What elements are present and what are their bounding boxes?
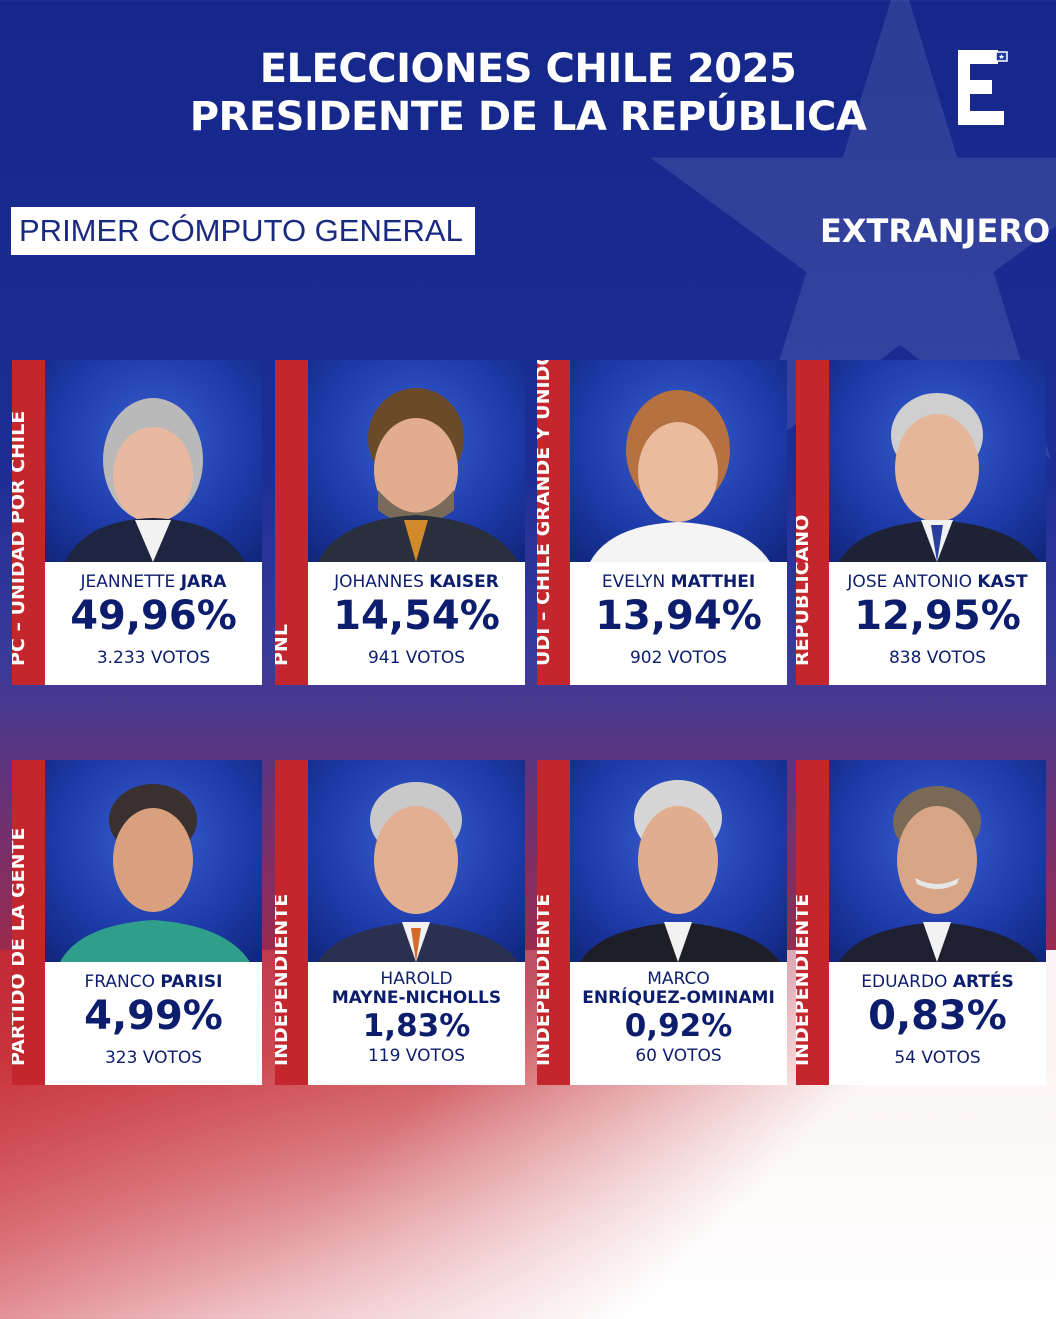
candidate-votes: 838 VOTOS [888, 648, 987, 668]
subtitle-label: PRIMER CÓMPUTO GENERAL [11, 207, 475, 255]
party-bar: INDEPENDIENTE [796, 760, 829, 1085]
candidate-card: UDI – CHILE GRANDE Y UNIDO EVELYN MATTHE… [537, 360, 787, 685]
candidate-photo [308, 760, 525, 962]
candidate-percentage: 12,95% [854, 593, 1021, 639]
party-bar: PARTIDO DE LA GENTE [12, 760, 45, 1085]
candidate-percentage: 0,83% [868, 993, 1007, 1039]
party-label: PC – UNIDAD POR CHILE [12, 410, 29, 666]
party-label: INDEPENDIENTE [275, 893, 292, 1066]
candidate-card: PNL JOHANNES KAISER 14,54% 941 VOTOS [275, 360, 525, 685]
candidate-info: JEANNETTE JARA 49,96% 3.233 VOTOS [45, 562, 262, 685]
candidate-percentage: 13,94% [595, 593, 762, 639]
candidate-photo [829, 760, 1046, 962]
candidate-card: REPUBLICANO JOSE ANTONIO KAST 12,95% 838… [796, 360, 1046, 685]
title-line-2: PRESIDENTE DE LA REPÚBLICA [189, 94, 867, 140]
brand-logo [958, 50, 1008, 125]
candidate-votes: 54 VOTOS [894, 1048, 981, 1068]
candidate-photo [570, 360, 787, 562]
party-bar: REPUBLICANO [796, 360, 829, 685]
candidate-photo [570, 760, 787, 962]
candidate-name: JEANNETTE JARA [80, 572, 227, 592]
candidate-votes: 323 VOTOS [104, 1048, 203, 1068]
candidate-card: PARTIDO DE LA GENTE FRANCO PARISI 4,99% … [12, 760, 262, 1085]
region-label: EXTRANJERO [820, 212, 1051, 250]
party-label: PNL [275, 624, 292, 666]
candidate-photo [829, 360, 1046, 562]
party-label: PARTIDO DE LA GENTE [12, 827, 29, 1066]
candidate-votes: 3.233 VOTOS [96, 648, 211, 668]
party-label: INDEPENDIENTE [796, 893, 813, 1066]
candidate-name: EVELYN MATTHEI [601, 572, 756, 592]
candidate-info: FRANCO PARISI 4,99% 323 VOTOS [45, 962, 262, 1085]
party-bar: UDI – CHILE GRANDE Y UNIDO [537, 360, 570, 685]
candidate-info: HAROLD MAYNE-NICHOLLS 1,83% 119 VOTOS [308, 962, 525, 1085]
candidate-name: HAROLD MAYNE-NICHOLLS [331, 969, 502, 1008]
candidate-name: MARCO ENRÍQUEZ-OMINAMI [582, 969, 775, 1008]
candidate-info: JOSE ANTONIO KAST 12,95% 838 VOTOS [829, 562, 1046, 685]
candidate-card: INDEPENDIENTE EDUARDO ARTÉS 0,83% 54 VOT… [796, 760, 1046, 1085]
party-label: UDI – CHILE GRANDE Y UNIDO [537, 360, 554, 666]
candidate-name: EDUARDO ARTÉS [861, 972, 1014, 992]
candidate-percentage: 49,96% [70, 593, 237, 639]
candidate-votes: 902 VOTOS [629, 648, 728, 668]
candidate-card: PC – UNIDAD POR CHILE JEANNETTE JARA 49,… [12, 360, 262, 685]
candidate-photo [45, 760, 262, 962]
candidate-info: MARCO ENRÍQUEZ-OMINAMI 0,92% 60 VOTOS [570, 962, 787, 1085]
page-title: ELECCIONES CHILE 2025 PRESIDENTE DE LA R… [0, 45, 1056, 141]
candidate-votes: 941 VOTOS [367, 648, 466, 668]
candidate-percentage: 4,99% [84, 993, 223, 1039]
candidate-votes: 60 VOTOS [635, 1046, 722, 1066]
candidate-info: EDUARDO ARTÉS 0,83% 54 VOTOS [829, 962, 1046, 1085]
candidate-percentage: 0,92% [624, 1008, 733, 1044]
candidate-card: INDEPENDIENTE MARCO ENRÍQUEZ-OMINAMI 0,92… [537, 760, 787, 1085]
candidate-photo [45, 360, 262, 562]
party-bar: INDEPENDIENTE [537, 760, 570, 1085]
candidate-card: INDEPENDIENTE HAROLD MAYNE-NICHOLLS 1,83%… [275, 760, 525, 1085]
candidate-name: FRANCO PARISI [84, 972, 223, 992]
candidate-name: JOSE ANTONIO KAST [847, 572, 1028, 592]
candidate-percentage: 1,83% [362, 1008, 471, 1044]
party-bar: INDEPENDIENTE [275, 760, 308, 1085]
candidate-info: JOHANNES KAISER 14,54% 941 VOTOS [308, 562, 525, 685]
candidate-votes: 119 VOTOS [367, 1046, 466, 1066]
party-bar: PNL [275, 360, 308, 685]
candidate-percentage: 14,54% [333, 593, 500, 639]
candidate-name: JOHANNES KAISER [334, 572, 499, 592]
party-bar: PC – UNIDAD POR CHILE [12, 360, 45, 685]
candidate-photo [308, 360, 525, 562]
party-label: REPUBLICANO [796, 514, 813, 666]
background-star [650, 0, 1056, 460]
title-line-1: ELECCIONES CHILE 2025 [259, 46, 797, 92]
candidate-info: EVELYN MATTHEI 13,94% 902 VOTOS [570, 562, 787, 685]
party-label: INDEPENDIENTE [537, 893, 554, 1066]
